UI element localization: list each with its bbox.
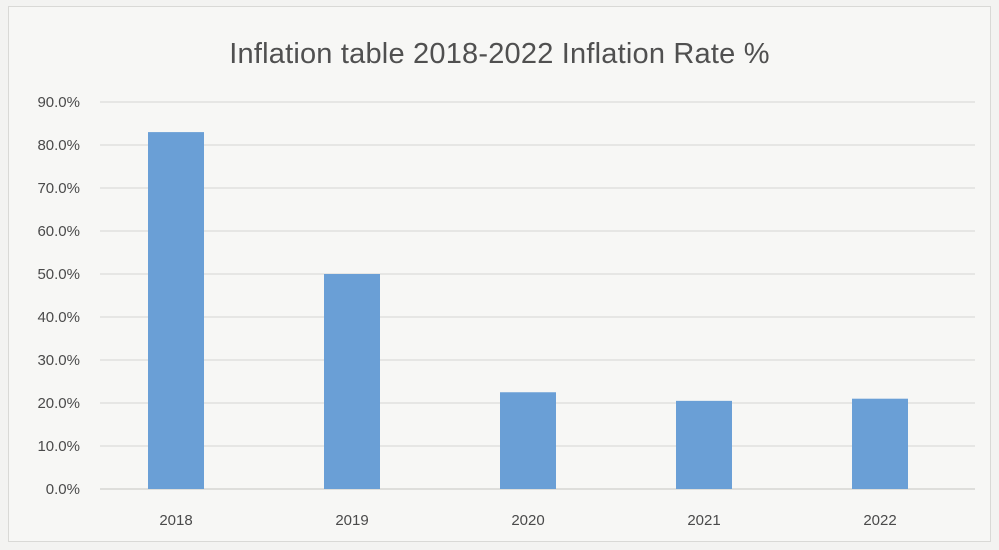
y-tick-label: 0.0%	[46, 481, 80, 498]
bar-2022	[852, 398, 908, 489]
x-tick-label: 2018	[159, 512, 192, 529]
x-axis-tick-labels: 2018 2019 2020 2021 2022	[159, 512, 896, 529]
y-axis-tick-labels: 0.0% 10.0% 20.0% 30.0% 40.0% 50.0% 60.0% 70.0% 8…	[37, 94, 80, 498]
bars	[148, 132, 908, 489]
x-tick-label: 2022	[863, 512, 896, 529]
y-tick-label: 40.0%	[37, 309, 80, 326]
chart-title: Inflation table 2018-2022 Inflation Rate…	[229, 38, 770, 70]
y-tick-label: 50.0%	[37, 266, 80, 283]
x-tick-label: 2020	[511, 512, 544, 529]
bar-2019	[324, 274, 380, 489]
bar-2020	[500, 392, 556, 489]
bar-2021	[676, 400, 732, 489]
bar-2018	[148, 132, 204, 489]
x-tick-label: 2021	[687, 512, 720, 529]
x-tick-label: 2019	[335, 512, 368, 529]
y-tick-label: 20.0%	[37, 395, 80, 412]
y-tick-label: 60.0%	[37, 223, 80, 240]
y-tick-label: 30.0%	[37, 352, 80, 369]
y-tick-label: 10.0%	[37, 438, 80, 455]
y-tick-label: 70.0%	[37, 180, 80, 197]
y-tick-label: 80.0%	[37, 137, 80, 154]
y-tick-label: 90.0%	[37, 94, 80, 111]
